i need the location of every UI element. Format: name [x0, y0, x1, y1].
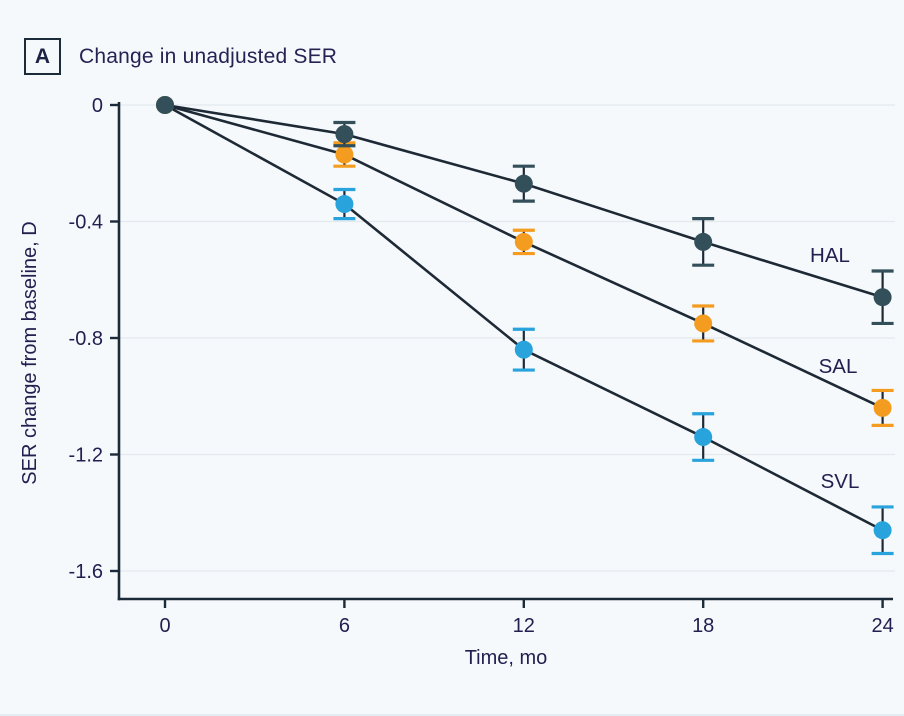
- figure-title: Change in unadjusted SER: [79, 45, 338, 68]
- data-point-SAL-18: [694, 314, 713, 333]
- x-tick-label: 18: [692, 615, 714, 637]
- y-tick-label: -1.6: [69, 561, 103, 583]
- x-tick-label: 12: [513, 615, 535, 637]
- data-point-HAL-18: [694, 232, 713, 251]
- y-tick-label: 0: [92, 95, 103, 117]
- x-tick-label: 6: [339, 615, 350, 637]
- x-tick-label: 24: [871, 615, 893, 637]
- panel-label-box: A: [24, 38, 61, 75]
- data-point-SAL-6: [335, 145, 354, 164]
- panel-label-letter: A: [34, 44, 51, 68]
- data-point-SAL-24: [873, 398, 892, 417]
- data-point-SAL-12: [514, 232, 533, 251]
- y-tick-label: -1.2: [69, 445, 103, 467]
- data-point-HAL-0: [156, 96, 174, 114]
- data-point-HAL-6: [335, 125, 354, 144]
- data-point-HAL-12: [514, 174, 533, 193]
- x-axis-title: Time, mo: [465, 647, 548, 669]
- series-label-SVL: SVL: [821, 470, 860, 493]
- y-tick-label: -0.8: [69, 328, 103, 350]
- data-point-SVL-6: [335, 195, 354, 214]
- y-axis-title: SER change from baseline, D: [19, 221, 41, 484]
- data-point-SVL-12: [514, 340, 533, 359]
- data-point-SVL-24: [873, 521, 892, 540]
- data-point-SVL-18: [694, 428, 713, 447]
- x-tick-label: 0: [159, 615, 170, 637]
- series-label-SAL: SAL: [819, 355, 858, 378]
- data-point-HAL-24: [873, 288, 892, 307]
- series-label-HAL: HAL: [810, 244, 850, 267]
- y-tick-label: -0.4: [69, 212, 103, 234]
